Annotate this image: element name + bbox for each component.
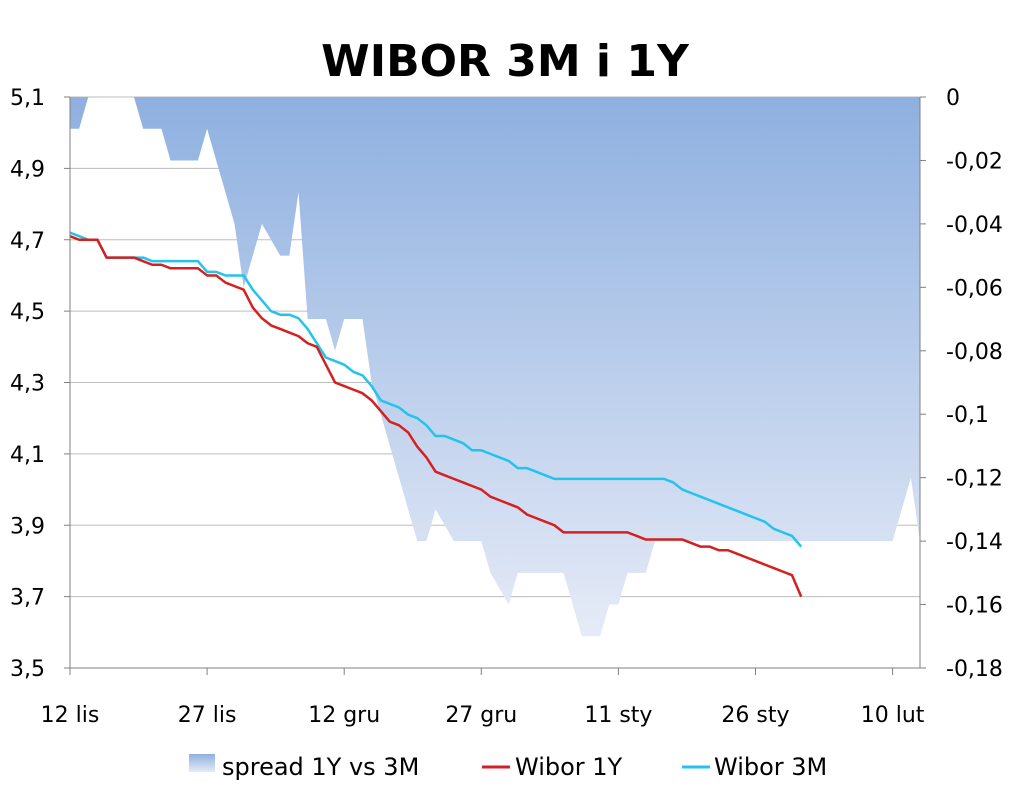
spread-area-layer <box>70 97 920 637</box>
right-tick-label: -0,16 <box>946 594 1003 619</box>
left-tick-label: 4,9 <box>10 157 45 182</box>
legend-swatch-spread <box>189 754 215 772</box>
x-tick-label: 27 lis <box>178 703 237 728</box>
left-tick-label: 3,7 <box>10 586 45 611</box>
x-tick-label: 12 gru <box>308 703 380 728</box>
left-tick-label: 3,9 <box>10 514 45 539</box>
right-tick-label: -0,08 <box>946 340 1003 365</box>
left-tick-label: 4,1 <box>10 443 45 468</box>
legend-label-spread: spread 1Y vs 3M <box>222 753 419 781</box>
right-tick-label: -0,14 <box>946 530 1003 555</box>
series-line-wibor-1y <box>69 235 803 598</box>
left-tick-label: 4,3 <box>10 372 45 397</box>
series-spread-area <box>70 97 920 637</box>
right-tick-label: -0,04 <box>946 213 1003 238</box>
left-tick-label: 4,7 <box>10 229 45 254</box>
x-tick-label: 11 sty <box>584 703 652 728</box>
x-axis-ticks: 12 lis 27 lis 12 gru 27 gru 11 sty 26 sty 10 l… <box>41 668 925 728</box>
legend-label-wibor-3m: Wibor 3M <box>714 753 827 781</box>
legend-label-wibor-1y: Wibor 1Y <box>515 753 623 781</box>
x-tick-label: 27 gru <box>445 703 517 728</box>
right-tick-label: 0 <box>946 86 960 111</box>
right-tick-label: -0,1 <box>946 403 989 428</box>
right-tick-label: -0,18 <box>946 657 1003 682</box>
right-tick-label: -0,02 <box>946 149 1003 174</box>
series-line-wibor-3m <box>69 231 803 548</box>
legend: spread 1Y vs 3M Wibor 1Y Wibor 3M <box>189 753 827 781</box>
x-tick-label: 10 lut <box>861 703 925 728</box>
left-tick-label: 3,5 <box>10 657 45 682</box>
line-layer <box>69 231 803 598</box>
left-axis-ticks: 5,1 4,9 4,7 4,5 4,3 4,1 3,9 3,7 3,5 <box>10 86 70 682</box>
chart-title: WIBOR 3M i 1Y <box>321 36 690 87</box>
right-tick-label: -0,06 <box>946 276 1003 301</box>
left-tick-label: 5,1 <box>10 86 45 111</box>
right-axis-ticks: 0 -0,02 -0,04 -0,06 -0,08 -0,1 -0,12 -0,14 -0,16… <box>920 86 1003 682</box>
right-tick-label: -0,12 <box>946 467 1003 492</box>
x-tick-label: 12 lis <box>41 703 100 728</box>
left-tick-label: 4,5 <box>10 300 45 325</box>
x-tick-label: 26 sty <box>721 703 789 728</box>
